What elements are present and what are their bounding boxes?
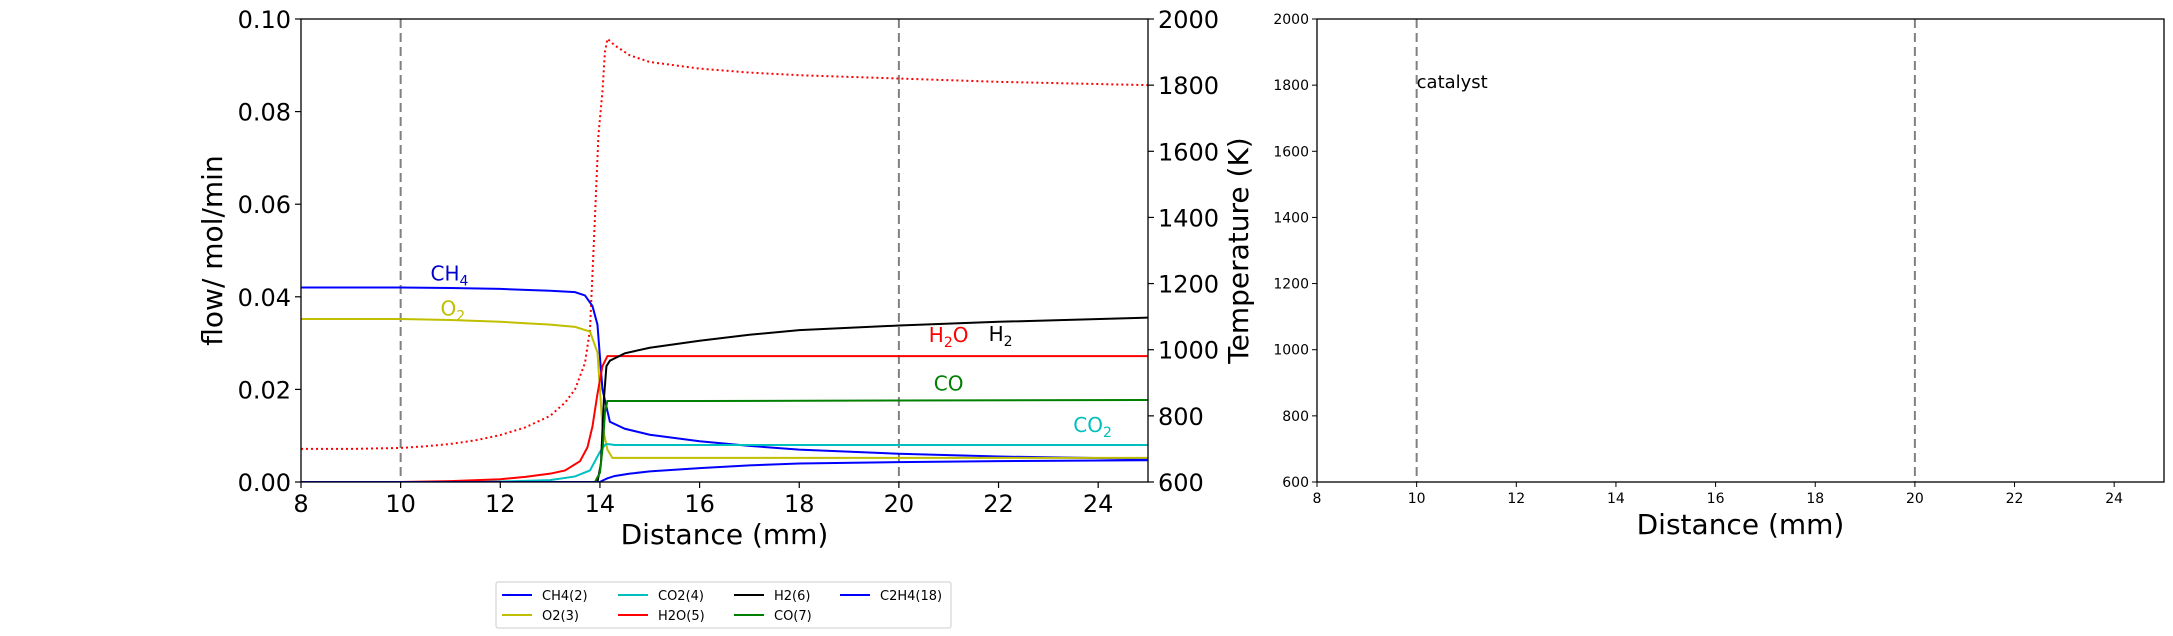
panel-left: 8 10 12 14 16 18 20 22 24 0.00 0.02 0.04 0.06 0.08 0.1… — [196, 6, 1255, 551]
x-tick-label: 14 — [585, 490, 616, 518]
legend-label: CH4(2) — [542, 589, 588, 604]
temperature-line — [301, 36, 1148, 450]
y-tick-label: 1200 — [1273, 277, 1309, 293]
legend-label: CO2(4) — [658, 589, 704, 604]
legend-frame — [495, 581, 952, 629]
x-tick-label: 12 — [485, 490, 516, 518]
x-tick-label: 10 — [385, 490, 416, 518]
legend: CH4(2) O2(3) CO2(4) H2O(5) H2(6) CO(7) C2H4(18… — [495, 581, 952, 629]
x-axis-label: Distance (mm) — [1637, 508, 1845, 541]
legend-label: H2O(5) — [658, 609, 705, 624]
series-line-c2h418 — [301, 459, 1148, 482]
plot-frame — [300, 18, 1149, 483]
y-tick-label: 1800 — [1273, 78, 1309, 94]
y-tick-label: 0.08 — [238, 99, 291, 127]
y2-tick-label: 1400 — [1158, 204, 1219, 232]
species-annotation: H2 — [989, 322, 1013, 350]
y2-tick-label: 1600 — [1158, 138, 1219, 166]
x-tick-label: 8 — [1313, 491, 1322, 507]
species-annotation: CH4 — [431, 262, 469, 290]
x-tick-label: 18 — [784, 490, 815, 518]
y-tick-label: 0.04 — [238, 284, 291, 312]
x-tick-label: 22 — [2006, 491, 2024, 507]
y-tick-label: 0.00 — [238, 469, 291, 497]
y-tick-label: 600 — [1282, 475, 1309, 491]
x-tick-label: 14 — [1607, 491, 1625, 507]
x-tick-label: 20 — [884, 490, 915, 518]
plot-area — [301, 36, 1148, 482]
species-annotation: CO2 — [1073, 413, 1112, 441]
species-annotation: CO — [934, 371, 964, 395]
x-tick-label: 16 — [1707, 491, 1725, 507]
y-tick-label: 0.10 — [238, 6, 291, 34]
series-line-o23 — [301, 318, 1148, 459]
x-tick-label: 22 — [983, 490, 1014, 518]
legend-label: H2(6) — [774, 589, 810, 604]
y2-tick-label: 1200 — [1158, 271, 1219, 299]
catalyst-label: catalyst — [1417, 72, 1488, 93]
legend-label: CO(7) — [774, 609, 812, 624]
x-tick-label: 16 — [684, 490, 715, 518]
species-annotation: O2 — [441, 296, 466, 324]
x-tick-label: 12 — [1507, 491, 1525, 507]
y2-tick-label: 1000 — [1158, 337, 1219, 365]
y-tick-label: 0.02 — [238, 376, 291, 404]
y2-tick-label: 800 — [1158, 403, 1204, 431]
panel-right: 8 10 12 14 16 18 20 22 24 600 800 1000 1200 1400 1600 1… — [1273, 12, 2165, 541]
x-tick-label: 20 — [1906, 491, 1924, 507]
series-line-co24 — [301, 443, 1148, 482]
y-axis-label: flow/ mol/min — [196, 155, 229, 345]
y-tick-label: 1000 — [1273, 343, 1309, 359]
legend-label: C2H4(18) — [880, 589, 942, 604]
y2-tick-label: 600 — [1158, 469, 1204, 497]
legend-label: O2(3) — [542, 609, 579, 624]
y-tick-label: 1400 — [1273, 210, 1309, 226]
x-tick-label: 24 — [1083, 490, 1114, 518]
y-tick-label: 0.06 — [238, 191, 291, 219]
x-tick-label: 8 — [293, 490, 308, 518]
species-annotation: H2O — [929, 323, 969, 351]
y2-axis-label: Temperature (K) — [1222, 137, 1255, 364]
y-tick-label: 1600 — [1273, 144, 1309, 160]
plot-frame — [1316, 18, 2165, 483]
x-axis-label: Distance (mm) — [621, 518, 829, 551]
y-tick-label: 2000 — [1273, 12, 1309, 28]
series-line-ch42 — [301, 286, 1148, 460]
y2-tick-label: 1800 — [1158, 72, 1219, 100]
x-tick-label: 10 — [1408, 491, 1426, 507]
y2-tick-label: 2000 — [1158, 6, 1219, 34]
x-tick-label: 18 — [1806, 491, 1824, 507]
series-line-co7 — [301, 399, 1148, 482]
x-tick-label: 24 — [2105, 491, 2123, 507]
series-line-h2o5 — [301, 355, 1148, 482]
y-tick-label: 800 — [1282, 409, 1309, 425]
